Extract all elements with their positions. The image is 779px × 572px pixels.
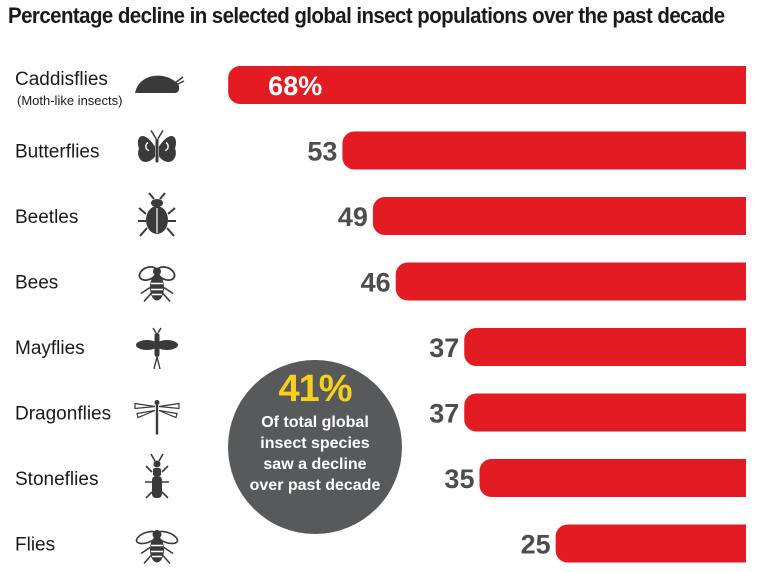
bee-icon: [138, 265, 176, 303]
callout-value: 41%: [278, 368, 352, 410]
category-label: Caddisflies: [15, 69, 108, 90]
category-label: Beetles: [15, 207, 78, 228]
stonefly-icon: [145, 453, 169, 499]
chart-title: Percentage decline in selected global in…: [8, 3, 725, 28]
value-label: 25: [521, 530, 551, 560]
value-label: 53: [307, 137, 337, 167]
bar: [555, 524, 746, 563]
bar-row: Dragonflies 37: [15, 393, 746, 435]
bar-row: Stoneflies 35: [15, 453, 746, 499]
category-label: Flies: [15, 535, 55, 556]
bar: [395, 262, 746, 301]
bar-row: Flies 25: [15, 524, 746, 564]
bar: [372, 197, 746, 235]
mayfly-icon: [136, 327, 178, 370]
bar-row: Beetles 49: [15, 192, 746, 237]
bar-row: Mayflies 37: [15, 327, 746, 370]
beetle-icon: [138, 192, 176, 237]
value-label: 49: [338, 202, 368, 232]
bar-row: Bees 46: [15, 262, 746, 303]
bar: [479, 459, 746, 497]
bar: [464, 393, 746, 432]
fly-icon: [135, 530, 179, 564]
category-label: Butterflies: [15, 142, 99, 163]
category-subtitle: (Moth-like insects): [17, 93, 122, 108]
value-label: 37: [429, 333, 459, 363]
value-label: 46: [361, 268, 391, 298]
value-label: 35: [444, 464, 474, 494]
value-label: 68%: [268, 71, 322, 101]
dragonfly-icon: [134, 400, 180, 435]
bar: [464, 328, 746, 366]
bar: [342, 131, 746, 170]
bar-row: Caddisflies (Moth-like insects) 68%: [15, 66, 746, 108]
butterfly-icon: [137, 130, 177, 163]
bar-row: Butterflies 53: [15, 130, 746, 170]
callout-text: Of total global insect species saw a dec…: [249, 414, 381, 494]
category-label: Bees: [15, 273, 58, 294]
summary-callout: 41% Of total global insect species saw a…: [228, 360, 402, 534]
category-label: Dragonflies: [15, 404, 111, 425]
value-label: 37: [429, 399, 459, 429]
category-label: Stoneflies: [15, 469, 98, 490]
caddisfly-icon: [135, 75, 185, 93]
bar: [228, 66, 746, 104]
category-label: Mayflies: [15, 338, 85, 359]
